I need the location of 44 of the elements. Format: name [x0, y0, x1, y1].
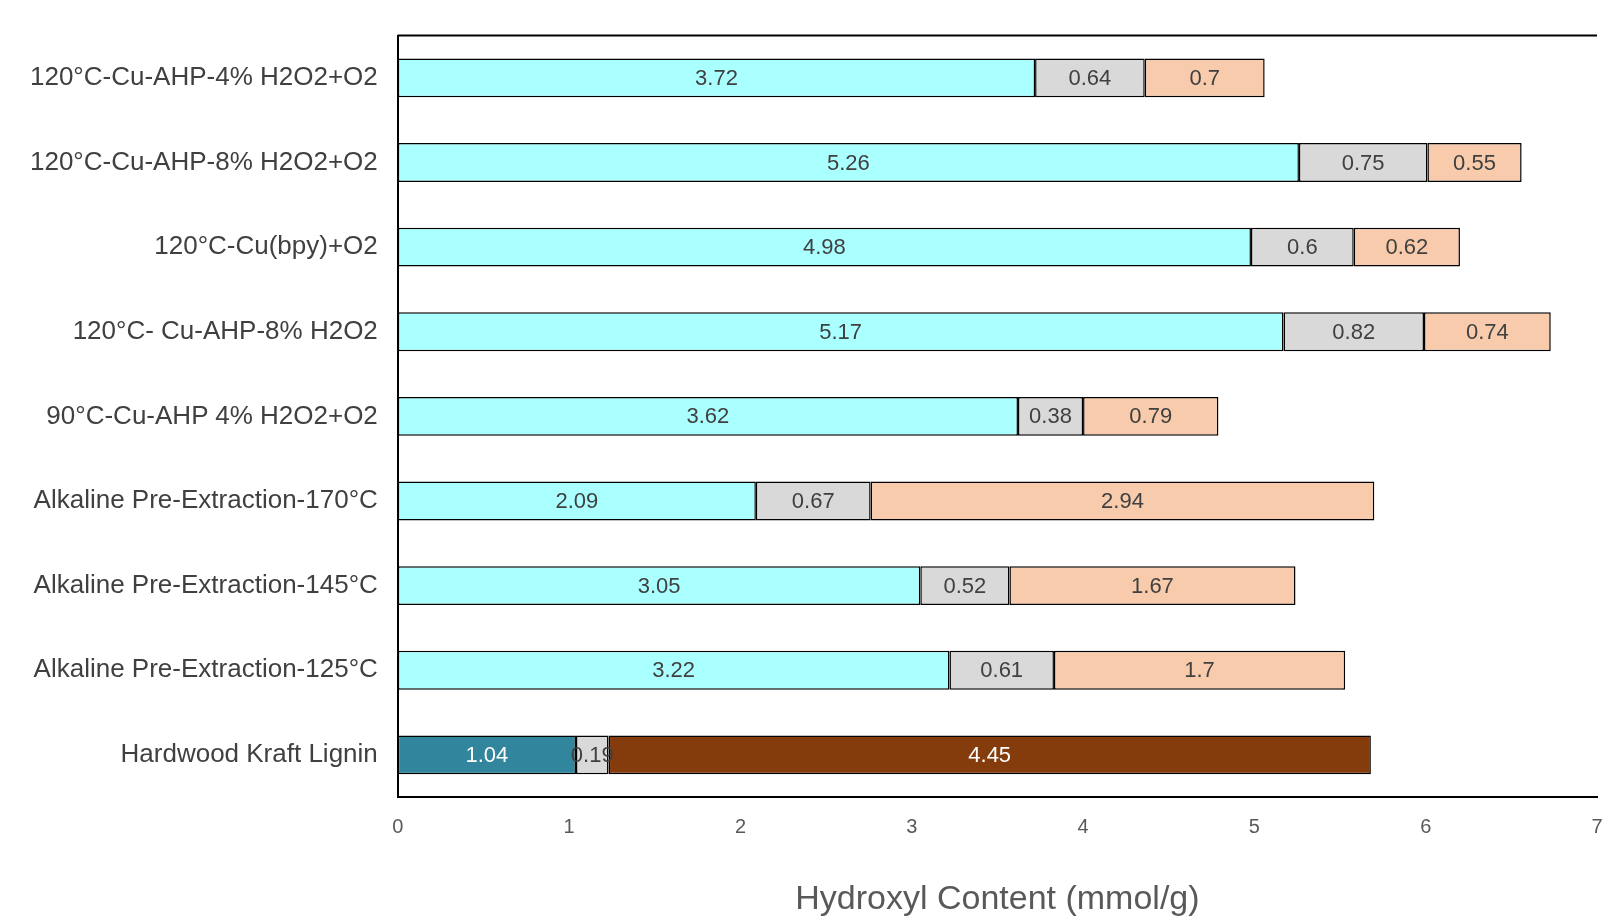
data-label: 2.94: [1101, 488, 1144, 514]
data-label: 3.22: [652, 657, 696, 683]
data-label: 3.05: [637, 572, 681, 598]
x-tick-label: 3: [906, 814, 918, 837]
x-tick-label: 2: [734, 814, 746, 837]
data-label: 0.74: [1465, 318, 1509, 344]
x-tick-label: 4: [1077, 814, 1089, 837]
data-label: 4.98: [802, 234, 846, 260]
data-label: 3.72: [695, 64, 738, 90]
x-tick-label: 0: [392, 814, 404, 837]
x-tick-label: 6: [1420, 814, 1432, 837]
y-tick-label: Alkaline Pre-Extraction-145°C: [33, 568, 378, 599]
data-label: 5.26: [826, 149, 870, 175]
y-tick-label: Hardwood Kraft Lignin: [120, 738, 378, 769]
data-label: 0.6: [1287, 234, 1318, 260]
y-tick-label: 120°C-Cu-AHP-8% H2O2+O2: [29, 145, 378, 176]
y-tick-label: 120°C- Cu-AHP-8% H2O2: [72, 314, 378, 345]
data-label: 0.64: [1068, 64, 1112, 90]
data-label: 2.09: [555, 488, 599, 514]
data-label: 0.52: [943, 572, 987, 598]
data-label: 1.04: [465, 741, 509, 767]
data-label: 0.67: [791, 488, 835, 514]
y-tick-label: 120°C-Cu-AHP-4% H2O2+O2: [29, 61, 378, 92]
x-axis-title: Hydroxyl Content (mmol/g): [795, 877, 1200, 916]
data-label: 0.55: [1453, 149, 1496, 175]
x-tick-label: 1: [563, 814, 575, 837]
data-label: 0.61: [980, 657, 1024, 683]
data-label: 0.7: [1189, 64, 1220, 90]
y-tick-label: 120°C-Cu(bpy)+O2: [154, 230, 378, 261]
y-tick-label: Alkaline Pre-Extraction-170°C: [33, 484, 378, 515]
y-tick-label: 90°C-Cu-AHP 4% H2O2+O2: [46, 399, 378, 430]
data-label: 5.17: [819, 318, 863, 344]
data-label: 0.79: [1129, 403, 1173, 429]
data-label: 0.62: [1385, 234, 1429, 260]
y-tick-label: Alkaline Pre-Extraction-125°C: [33, 653, 378, 684]
data-label: 3.62: [686, 403, 730, 429]
data-label: 1.7: [1184, 657, 1215, 683]
data-label: 0.82: [1332, 318, 1376, 344]
data-label: 4.45: [968, 741, 1012, 767]
data-label: 1.67: [1131, 572, 1174, 598]
x-tick-label: 7: [1591, 814, 1603, 837]
data-label: 0.75: [1341, 149, 1385, 175]
data-label: 0.38: [1029, 403, 1072, 429]
x-tick-label: 5: [1248, 814, 1260, 837]
